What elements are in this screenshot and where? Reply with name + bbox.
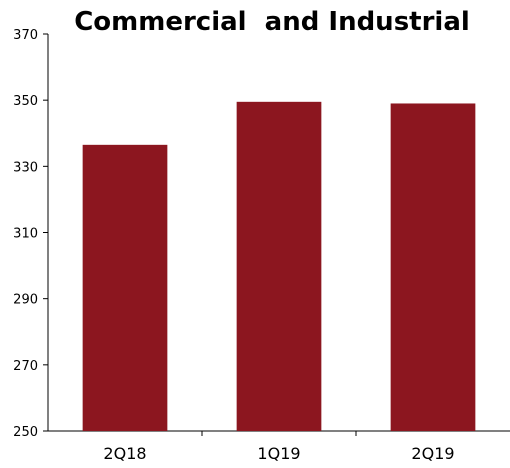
bar-2q19	[390, 103, 476, 431]
x-axis: 2Q18 1Q19 2Q19	[48, 430, 510, 463]
y-tick-label: 350	[13, 94, 38, 109]
x-tick-label: 1Q19	[257, 444, 300, 463]
x-tick-label: 2Q19	[411, 444, 454, 463]
y-tick-label: 370	[13, 28, 38, 43]
y-axis: 250 270 290 310 330 350 370	[13, 28, 49, 440]
bars	[82, 101, 476, 431]
y-tick-label: 310	[13, 227, 38, 242]
bar-2q18	[82, 144, 168, 431]
y-tick-label: 270	[13, 359, 38, 374]
y-tick-label: 330	[13, 160, 38, 175]
x-tick-label: 2Q18	[103, 444, 146, 463]
y-tick-label: 250	[13, 425, 38, 440]
chart-title: Commercial and Industrial	[74, 7, 470, 37]
y-tick-label: 290	[13, 293, 38, 308]
bar-1q19	[236, 101, 322, 431]
